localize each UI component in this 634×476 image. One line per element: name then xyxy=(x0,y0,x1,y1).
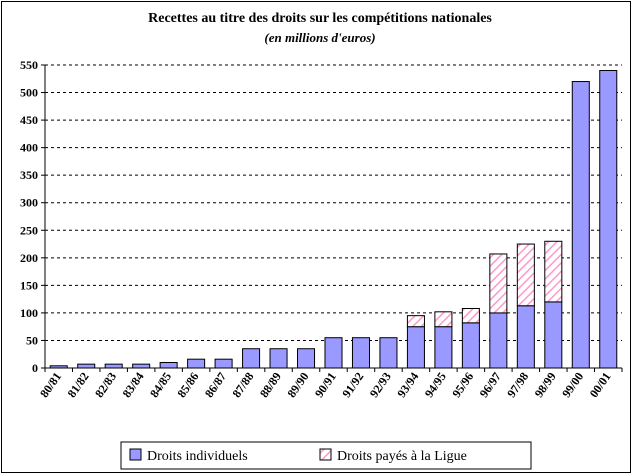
y-tick-label: 0 xyxy=(32,361,38,375)
bar-droits-individuels xyxy=(461,322,480,369)
chart-subtitle: (en millions d'euros) xyxy=(264,30,375,45)
bars xyxy=(49,70,618,369)
y-tick-label: 300 xyxy=(20,196,38,210)
bar-droits-individuels xyxy=(406,326,425,369)
y-tick-label: 150 xyxy=(20,278,38,292)
legend-label-individuels: Droits individuels xyxy=(147,449,248,464)
x-tick-label: 90/91 xyxy=(312,370,339,400)
y-tick-label: 400 xyxy=(20,141,38,155)
bar-droits-individuels xyxy=(599,70,618,369)
bar-droits-ligue xyxy=(489,253,508,314)
legend-label-ligue: Droits payés à la Ligue xyxy=(337,449,467,464)
y-tick-label: 50 xyxy=(26,333,38,347)
x-axis: 80/81 81/82 82/83 83/84 84/85 85/86 86/87 87/88… xyxy=(37,367,623,400)
bar-droits-individuels xyxy=(187,358,206,369)
x-tick-label: 89/90 xyxy=(284,370,311,400)
x-tick-label: 93/94 xyxy=(394,370,421,400)
bar-droits-ligue xyxy=(406,315,425,328)
bar-droits-individuels xyxy=(544,301,563,369)
bar-droits-individuels xyxy=(434,326,453,369)
x-tick-label: 95/96 xyxy=(449,370,476,400)
x-tick-label: 86/87 xyxy=(202,370,229,400)
bar-droits-individuels xyxy=(351,337,370,369)
chart-title: Recettes au titre des droits sur les com… xyxy=(148,11,492,26)
bar-droits-individuels xyxy=(571,81,590,369)
bar-droits-ligue xyxy=(544,240,563,303)
bar-droits-individuels xyxy=(516,305,535,369)
x-tick-label: 92/93 xyxy=(367,370,394,400)
bar-droits-individuels xyxy=(104,363,123,369)
y-tick-label: 550 xyxy=(20,58,38,72)
x-tick-label: 81/82 xyxy=(65,370,92,400)
bar-droits-individuels xyxy=(297,348,316,369)
bar-droits-ligue xyxy=(516,243,535,307)
bar-droits-individuels xyxy=(324,337,343,369)
y-tick-label: 200 xyxy=(20,251,38,265)
y-tick-label: 500 xyxy=(20,86,38,100)
y-tick-label: 100 xyxy=(20,306,38,320)
bar-droits-ligue xyxy=(434,311,453,328)
legend: Droits individuels Droits payés à la Lig… xyxy=(120,441,532,470)
x-tick-label: 97/98 xyxy=(504,370,531,400)
legend-swatch-individuels xyxy=(129,448,142,461)
bar-droits-individuels xyxy=(269,348,288,369)
x-tick-label: 00/01 xyxy=(587,370,614,400)
y-tick-label: 250 xyxy=(20,223,38,237)
bar-droits-individuels xyxy=(214,358,233,369)
x-tick-label: 80/81 xyxy=(37,370,64,400)
bar-droits-individuels xyxy=(242,348,261,369)
bar-droits-individuels xyxy=(159,361,178,369)
x-tick-label: 88/89 xyxy=(257,370,284,400)
y-tick-label: 450 xyxy=(20,113,38,127)
x-tick-label: 84/85 xyxy=(147,370,174,400)
bar-droits-individuels xyxy=(132,363,151,369)
bar-droits-ligue xyxy=(461,308,480,324)
x-tick-label: 83/84 xyxy=(119,370,146,400)
y-axis: 0 50 100 150 200 250 300 350 400 450 500 550 xyxy=(20,58,46,375)
x-tick-label: 87/88 xyxy=(229,370,256,400)
y-tick-label: 350 xyxy=(20,168,38,182)
x-tick-label: 94/95 xyxy=(422,370,449,400)
legend-swatch-ligue xyxy=(319,448,332,461)
x-tick-label: 85/86 xyxy=(174,370,201,400)
x-tick-label: 91/92 xyxy=(339,370,366,400)
gridlines xyxy=(45,64,622,341)
x-tick-label: 99/00 xyxy=(559,370,586,400)
x-tick-label: 82/83 xyxy=(92,370,119,400)
bar-droits-individuels xyxy=(489,312,508,369)
x-tick-label: 98/99 xyxy=(532,370,559,400)
bar-droits-individuels xyxy=(379,337,398,369)
bar-droits-individuels xyxy=(77,363,96,369)
x-tick-label: 96/97 xyxy=(477,370,504,400)
